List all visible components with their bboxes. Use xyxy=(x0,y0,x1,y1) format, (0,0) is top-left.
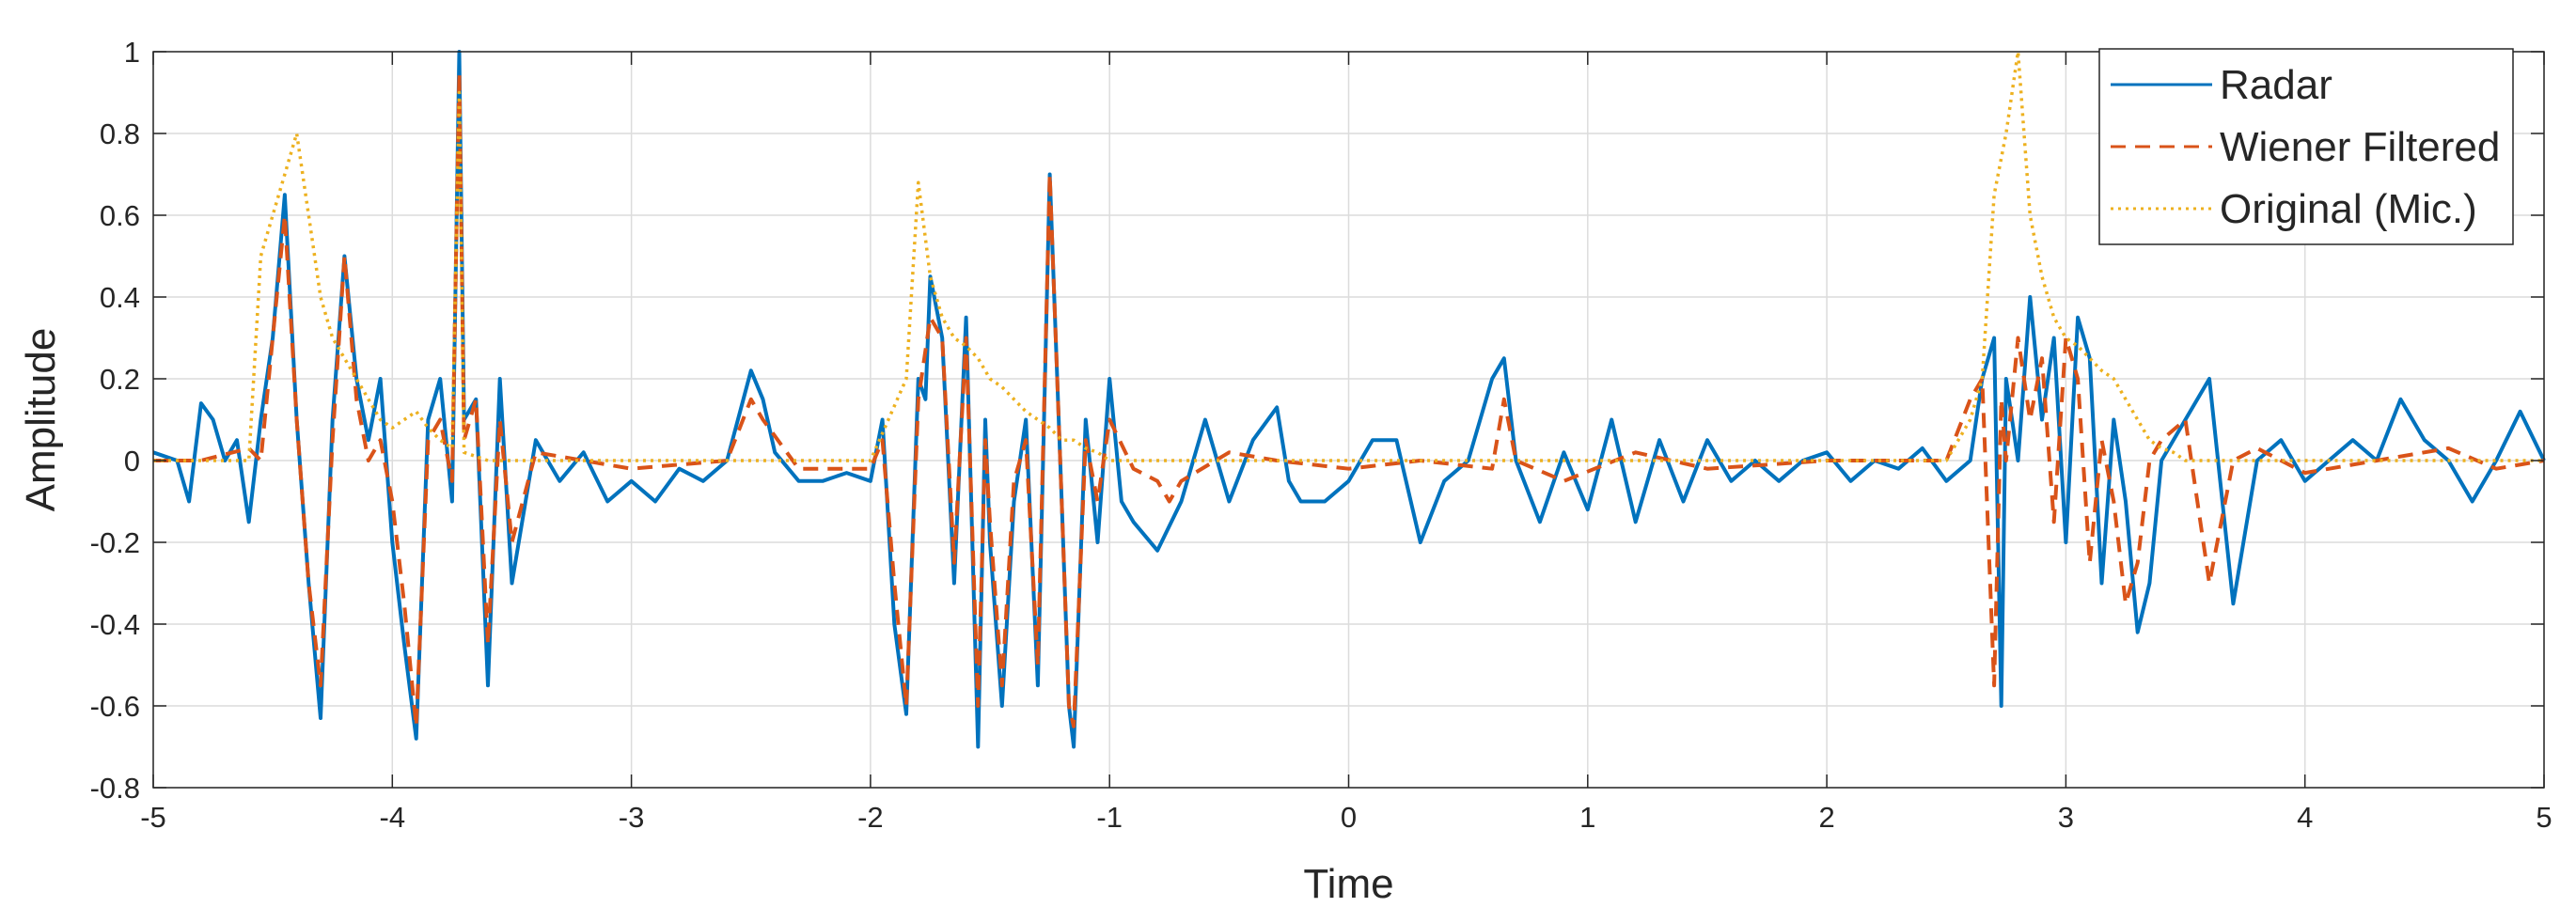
legend-label-original-mic: Original (Mic.) xyxy=(2220,186,2477,232)
y-tick-label: 0.4 xyxy=(100,281,140,314)
y-tick-label: 0.6 xyxy=(100,199,140,232)
x-tick-label: -2 xyxy=(857,801,884,834)
x-tick-label: 2 xyxy=(1818,801,1834,834)
x-tick-label: -3 xyxy=(619,801,645,834)
legend-label-wiener-filtered: Wiener Filtered xyxy=(2220,124,2500,170)
y-tick-label: 0 xyxy=(124,445,140,477)
x-tick-label: -1 xyxy=(1096,801,1123,834)
x-tick-label: 0 xyxy=(1341,801,1357,834)
y-tick-label: 0.2 xyxy=(100,363,140,396)
y-axis-title: Amplitude xyxy=(18,328,64,512)
tick-labels: -5 -4 -3 -2 -1 0 1 2 3 4 5 -0.8 -0.6 -0.4 -0.2 0 0.2 0.4 0… xyxy=(90,36,2552,834)
y-tick-label: -0.4 xyxy=(90,608,140,641)
x-tick-label: 3 xyxy=(2058,801,2074,834)
y-tick-label: 1 xyxy=(124,36,140,69)
y-tick-label: -0.2 xyxy=(90,526,140,559)
legend-label-radar: Radar xyxy=(2220,62,2333,108)
x-axis-title: Time xyxy=(1303,861,1393,907)
y-tick-label: -0.8 xyxy=(90,772,140,805)
series-line-radar xyxy=(152,50,2546,749)
series-layer xyxy=(152,50,2546,749)
x-tick-label: 5 xyxy=(2536,801,2552,834)
series-line-wiener-filtered xyxy=(153,70,2545,728)
y-tick-label: 0.8 xyxy=(100,117,140,150)
x-tick-label: -4 xyxy=(380,801,406,834)
legend: Radar Wiener Filtered Original (Mic.) xyxy=(2098,48,2514,245)
x-tick-label: 4 xyxy=(2297,801,2313,834)
x-tick-label: -5 xyxy=(140,801,166,834)
y-tick-label: -0.6 xyxy=(90,690,140,723)
series-line-original-mic xyxy=(153,50,2544,462)
x-tick-label: 1 xyxy=(1579,801,1595,834)
